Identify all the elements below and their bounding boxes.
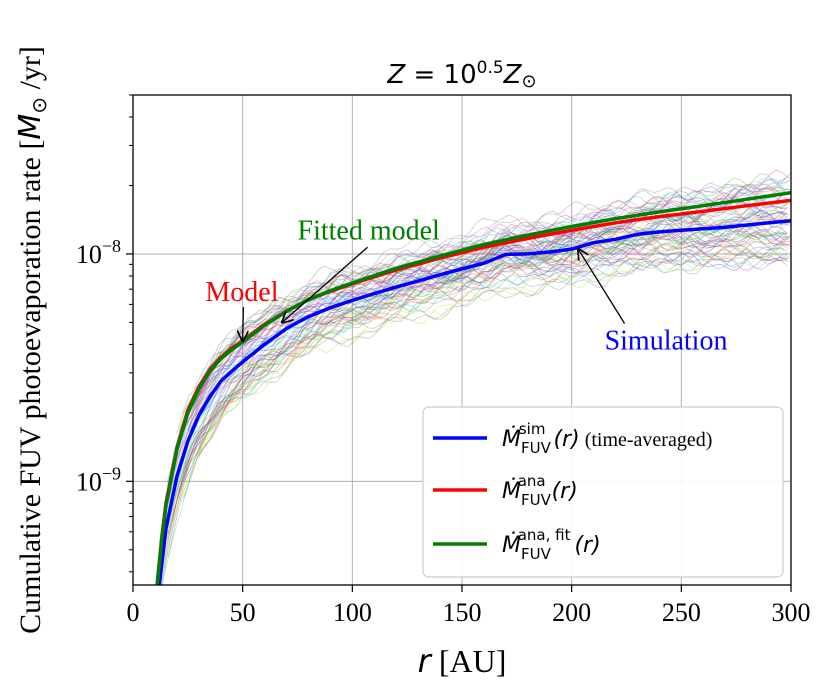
x-axis-label: r [AU]: [418, 642, 507, 680]
x-tick-label: 150: [443, 598, 482, 627]
background-trace: [166, 177, 786, 483]
background-trace: [181, 210, 788, 414]
legend-fit-main: Ṁ: [502, 532, 521, 558]
background-trace: [183, 247, 790, 498]
legend-sim-extra: (time-averaged): [580, 429, 713, 451]
legend-label-fitted: ṀFUVana, fit (r): [502, 526, 601, 563]
background-trace: [171, 232, 791, 522]
title-exp: 0.5: [477, 58, 504, 78]
legend-fit-sub: FUV: [521, 545, 552, 563]
y-axis-text: Cumulative FUV photoevaporation rate [: [14, 140, 47, 634]
legend-sim-main: Ṁ: [502, 426, 521, 452]
legend-label-simulation: ṀFUVsim (r) (time-averaged): [502, 420, 712, 457]
background-trace: [183, 180, 790, 445]
background-trace: [159, 241, 785, 573]
legend-fit-sup: ana, fit: [518, 526, 571, 544]
x-axis-var: r: [418, 642, 433, 680]
background-trace: [159, 251, 785, 585]
title-sun: ⊙: [521, 71, 536, 92]
background-trace: [197, 169, 791, 415]
background-trace: [171, 228, 791, 479]
background-trace: [161, 234, 787, 585]
title-z: Z: [386, 60, 406, 90]
background-trace: [195, 198, 789, 456]
y-axis-unit: /yr]: [14, 46, 47, 97]
background-trace: [178, 178, 791, 492]
annotation-simulation-arrow: [578, 249, 626, 324]
x-tick-label: 200: [552, 598, 591, 627]
background-trace: [176, 234, 789, 434]
y-axis-sun: ⊙: [27, 97, 51, 114]
legend-sim-sup: sim: [519, 420, 546, 438]
y-axis-m: M: [13, 114, 48, 140]
background-trace: [194, 248, 788, 445]
y-tick-label: 10−8: [76, 236, 121, 269]
background-trace: [182, 256, 789, 499]
background-trace: [161, 247, 787, 585]
background-trace: [167, 203, 787, 539]
background-trace: [192, 184, 786, 405]
background-trace: [168, 219, 788, 534]
legend-sim-sub: FUV: [521, 439, 552, 457]
legend-ana-arg: (r): [552, 479, 578, 504]
legend-ana-sub: FUV: [521, 491, 552, 509]
x-tick-label: 300: [772, 598, 811, 627]
title-eq: = 10: [405, 60, 476, 90]
series-line-simulation: [157, 218, 791, 585]
background-trace: [198, 221, 791, 437]
background-trace: [167, 207, 788, 557]
annotation-model-arrow: [243, 307, 244, 341]
background-traces: [159, 169, 791, 585]
annotations: Model Fitted model Simulation: [205, 215, 727, 356]
background-trace: [165, 230, 791, 511]
legend-ana-main: Ṁ: [502, 478, 521, 504]
background-trace: [180, 240, 787, 501]
annotation-model-label: Model: [205, 277, 278, 308]
legend: ṀFUVsim (r) (time-averaged) ṀFUVana (r) ṀF…: [422, 406, 784, 578]
background-trace: [162, 229, 788, 559]
background-trace: [165, 172, 791, 533]
background-trace: [163, 179, 790, 569]
legend-ana-sup: ana: [518, 472, 546, 490]
chart-title: Z = 100.5Z⊙: [386, 58, 536, 92]
background-trace: [179, 216, 786, 429]
legend-box: [422, 406, 784, 578]
background-trace: [160, 173, 786, 585]
background-trace: [170, 191, 790, 484]
annotation-fitted-arrow: [282, 246, 368, 322]
x-tick-label: 100: [333, 598, 372, 627]
legend-label-analytic: ṀFUVana (r): [502, 472, 578, 509]
y-axis-label: Cumulative FUV photoevaporation rate [M⊙…: [13, 46, 51, 634]
legend-fit-arg: (r): [574, 533, 600, 558]
annotation-simulation-label: Simulation: [605, 325, 728, 356]
background-trace: [161, 196, 788, 572]
x-axis-unit: [AU]: [431, 643, 507, 679]
x-tick-label: 0: [127, 598, 140, 627]
background-trace: [176, 247, 790, 500]
background-trace: [161, 192, 786, 585]
title-zsun: Z: [503, 60, 523, 90]
x-tick-label: 50: [230, 598, 256, 627]
background-trace: [164, 229, 791, 539]
x-tick-label: 250: [662, 598, 701, 627]
legend-sim-arg: (r): [553, 427, 579, 452]
background-trace: [174, 223, 787, 483]
y-tick-label: 10−9: [76, 463, 121, 496]
axis-ticks: 0 50 100 150 200 250 300 10−9 10−8: [76, 94, 811, 627]
annotation-fitted-label: Fitted model: [298, 215, 441, 246]
background-trace: [174, 223, 788, 498]
